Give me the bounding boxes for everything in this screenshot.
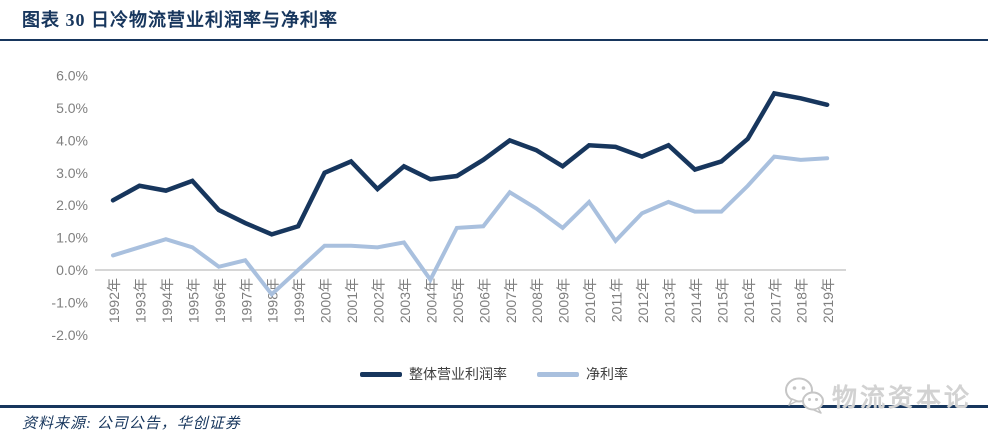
title-rule (0, 39, 988, 41)
series-line-net-margin (111, 154, 830, 298)
y-axis-tick-label: 3.0% (56, 165, 88, 181)
x-axis-tick-label: 2019年 (820, 278, 836, 323)
y-axis-tick-label: -1.0% (51, 294, 88, 310)
y-axis-tick-label: 6.0% (56, 68, 88, 84)
x-axis-tick-label: 2006年 (476, 278, 492, 323)
net-margin-line-swatch (537, 371, 579, 377)
watermark-text: 物流资本论 (831, 384, 972, 412)
y-axis-tick-label: 0.0% (56, 262, 88, 278)
profit-margin-line-chart: 6.0% 5.0% 4.0% 3.0% 2.0% 1.0% 0.0% -1.0% -2.0% 19… (0, 45, 988, 360)
x-axis-tick-label: 1999年 (291, 278, 307, 323)
x-axis-tick-label: 2001年 (344, 278, 360, 323)
y-axis-tick-label: 5.0% (56, 100, 88, 116)
y-axis-tick-label: 2.0% (56, 197, 88, 213)
figure-title: 图表 30 日冷物流营业利润率与净利率 (22, 10, 338, 30)
x-axis-tick-label: 2000年 (318, 278, 334, 323)
source-note: 资料来源: 公司公告，华创证券 (22, 416, 241, 432)
series-line-operating-margin (110, 90, 830, 237)
x-axis-tick-label: 1995年 (185, 278, 201, 323)
x-axis-tick-label: 1993年 (132, 278, 148, 323)
x-axis-tick-label: 2018年 (794, 278, 810, 323)
x-axis-tick-label: 2002年 (371, 278, 387, 323)
chart-legend: 整体营业利润率 净利率 (0, 364, 988, 384)
x-axis-tick-label: 2016年 (741, 278, 757, 323)
x-axis-tick-label: 2004年 (423, 278, 439, 323)
footer-rule (0, 405, 988, 408)
watermark: 物流资本论 (784, 376, 972, 416)
x-axis-tick-label: 1997年 (238, 278, 254, 323)
x-axis-tick-label: 2010年 (582, 278, 598, 323)
x-axis-tick-label: 2005年 (450, 278, 466, 323)
x-axis-tick-label: 2017年 (767, 278, 783, 323)
operating-margin-legend-label: 整体营业利润率 (409, 366, 507, 382)
x-axis-tick-label: 2007年 (503, 278, 519, 323)
legend-item-operating-margin: 整体营业利润率 (360, 364, 507, 384)
x-axis-tick-label: 1992年 (106, 278, 122, 323)
y-axis-tick-label: -2.0% (51, 327, 88, 343)
operating-margin-line-swatch (360, 371, 402, 377)
x-axis-tick-label: 2013年 (661, 278, 677, 323)
net-margin-legend-label: 净利率 (586, 366, 628, 382)
x-axis-tick-label: 2014年 (688, 278, 704, 323)
x-axis-tick-label: 2009年 (556, 278, 572, 323)
x-axis-tick-label: 2011年 (609, 278, 625, 322)
x-axis-tick-label: 2015年 (714, 278, 730, 323)
y-axis-tick-label: 1.0% (56, 230, 88, 246)
legend-item-net-margin: 净利率 (537, 364, 628, 384)
x-axis-tick-label: 2003年 (397, 278, 413, 323)
x-axis-tick-label: 2012年 (635, 278, 651, 323)
x-axis-tick-label: 1994年 (159, 278, 175, 323)
wechat-bubbles-icon (784, 377, 824, 414)
chart-canvas: 6.0% 5.0% 4.0% 3.0% 2.0% 1.0% 0.0% -1.0% -2.0% 19… (51, 68, 846, 343)
x-axis-tick-label: 2008年 (529, 278, 545, 323)
x-axis-tick-label: 1998年 (265, 278, 281, 323)
x-axis-tick-label: 1996年 (212, 278, 228, 323)
y-axis-tick-label: 4.0% (56, 132, 88, 148)
